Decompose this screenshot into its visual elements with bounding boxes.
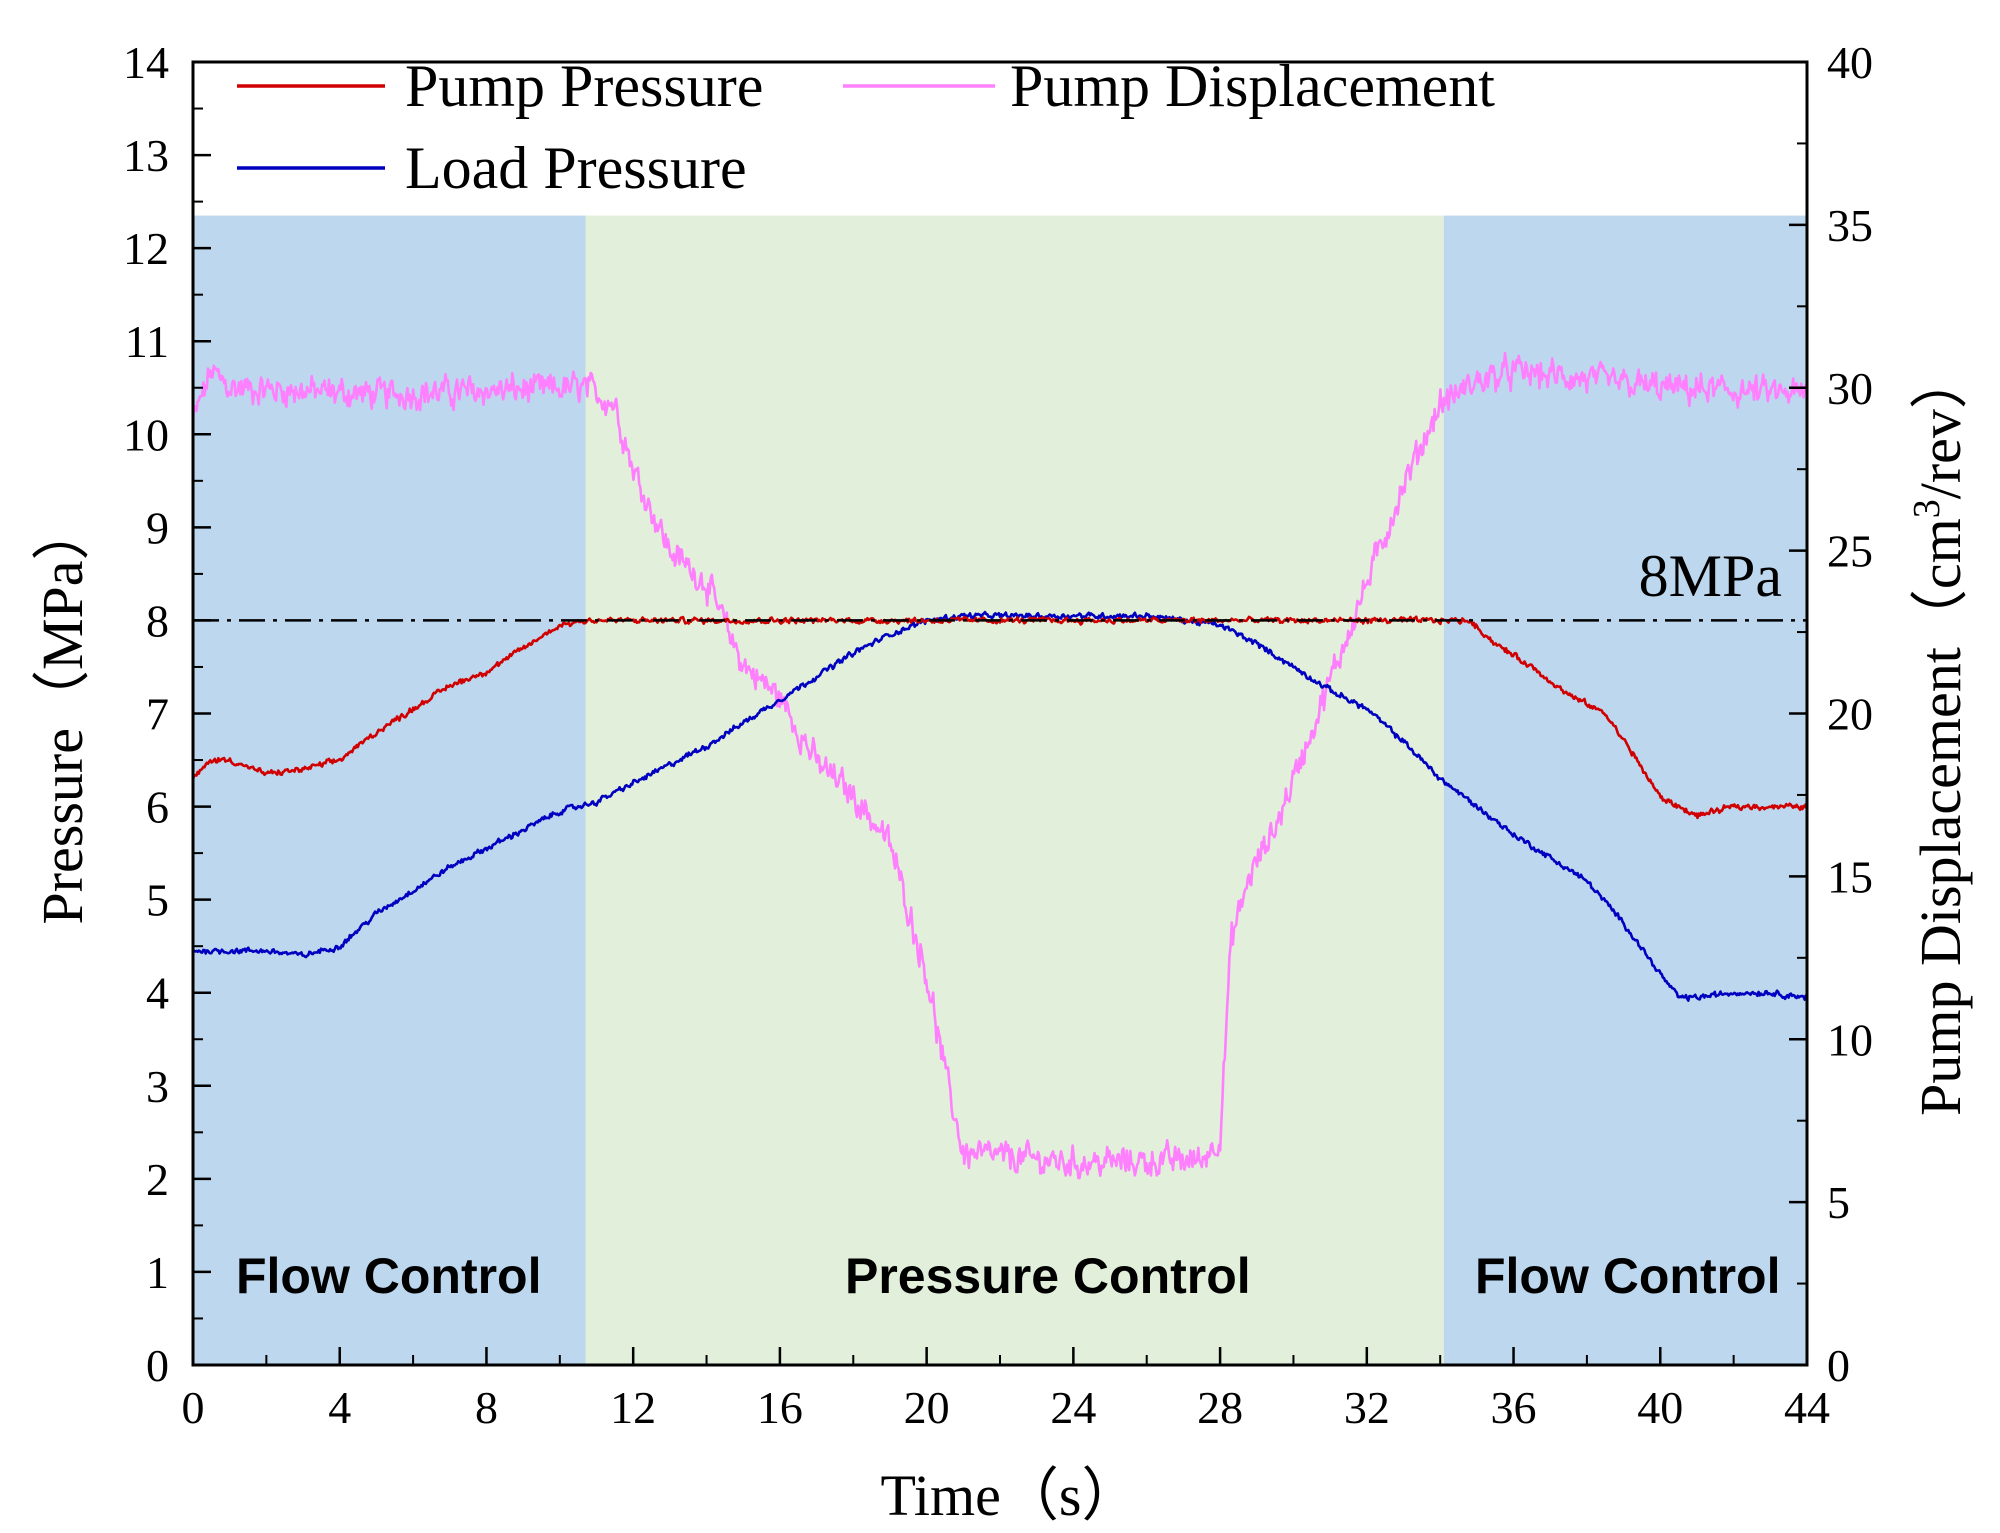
x-tick-label: 20 [904,1382,950,1433]
series-line-pump-displacement [191,351,1809,1180]
legend-label: Pump Displacement [1010,53,1495,119]
series-lines [191,351,1809,1180]
x-axis-title: Time（s） [881,1463,1140,1528]
y-left-tick-label: 13 [123,130,169,181]
y-left-tick-label: 0 [146,1340,169,1391]
y-right-tick-label: 10 [1827,1014,1873,1065]
y-left-tick-label: 8 [146,595,169,646]
y-left-tick-label: 5 [146,875,169,926]
series-line-pump-pressure [191,615,1809,820]
x-tick-label: 44 [1784,1382,1830,1433]
y-left-axis-title: Pressure（MPa） [30,502,95,924]
y-right-tick-label: 0 [1827,1340,1850,1391]
control-regions: Flow Control Pressure Control Flow Control [193,215,1807,1365]
y-right-tick-label: 25 [1827,526,1873,577]
x-tick-label: 36 [1491,1382,1537,1433]
reference-line-label: 8MPa [1639,543,1782,609]
legend-label: Pump Pressure [405,53,763,119]
y-left-tick-label: 12 [123,223,169,274]
region-label-0: Flow Control [236,1248,542,1304]
y-left-tick-label: 1 [146,1247,169,1298]
x-tick-label: 16 [757,1382,803,1433]
y-right-tick-label: 30 [1827,363,1873,414]
y-left-tick-label: 2 [146,1154,169,1205]
region-label-1: Pressure Control [845,1248,1251,1304]
y-left-tick-label: 7 [146,689,169,740]
y-left-tick-label: 3 [146,1061,169,1112]
region-label-2: Flow Control [1475,1248,1781,1304]
y-right-tick-label: 20 [1827,689,1873,740]
reference-line-group: 8MPa [193,543,1807,622]
x-tick-label: 24 [1050,1382,1096,1433]
y-left-tick-label: 11 [125,316,169,367]
series-line-load-pressure [192,610,1808,1002]
y-left-tick-label: 4 [146,968,169,1019]
y-left-tick-label: 6 [146,782,169,833]
legend: Pump Pressure Pump Displacement Load Press… [237,53,1495,201]
y-right-axis-title: Pump Displacement（cm3/rev） [1906,351,1973,1116]
x-tick-label: 4 [328,1382,351,1433]
axes: 0 4 8 12 16 20 24 28 32 36 40 440123456789101112131… [123,37,1873,1433]
x-tick-label: 12 [610,1382,656,1433]
region-1 [585,215,1444,1365]
x-tick-label: 8 [475,1382,498,1433]
x-tick-label: 28 [1197,1382,1243,1433]
y-right-tick-label: 40 [1827,37,1873,88]
x-tick-label: 0 [182,1382,205,1433]
axis-titles: Time（s） Pressure（MPa） Pump Displacement（cm… [30,351,1973,1528]
region-0 [193,215,586,1365]
y-left-tick-label: 9 [146,502,169,553]
y-right-tick-label: 15 [1827,851,1873,902]
region-2 [1443,215,1807,1365]
y-left-tick-label: 14 [123,37,169,88]
y-right-tick-label: 35 [1827,200,1873,251]
y-right-tick-label: 5 [1827,1177,1850,1228]
y-left-tick-label: 10 [123,409,169,460]
x-tick-label: 40 [1637,1382,1683,1433]
legend-label: Load Pressure [405,135,747,201]
x-tick-label: 32 [1344,1382,1390,1433]
